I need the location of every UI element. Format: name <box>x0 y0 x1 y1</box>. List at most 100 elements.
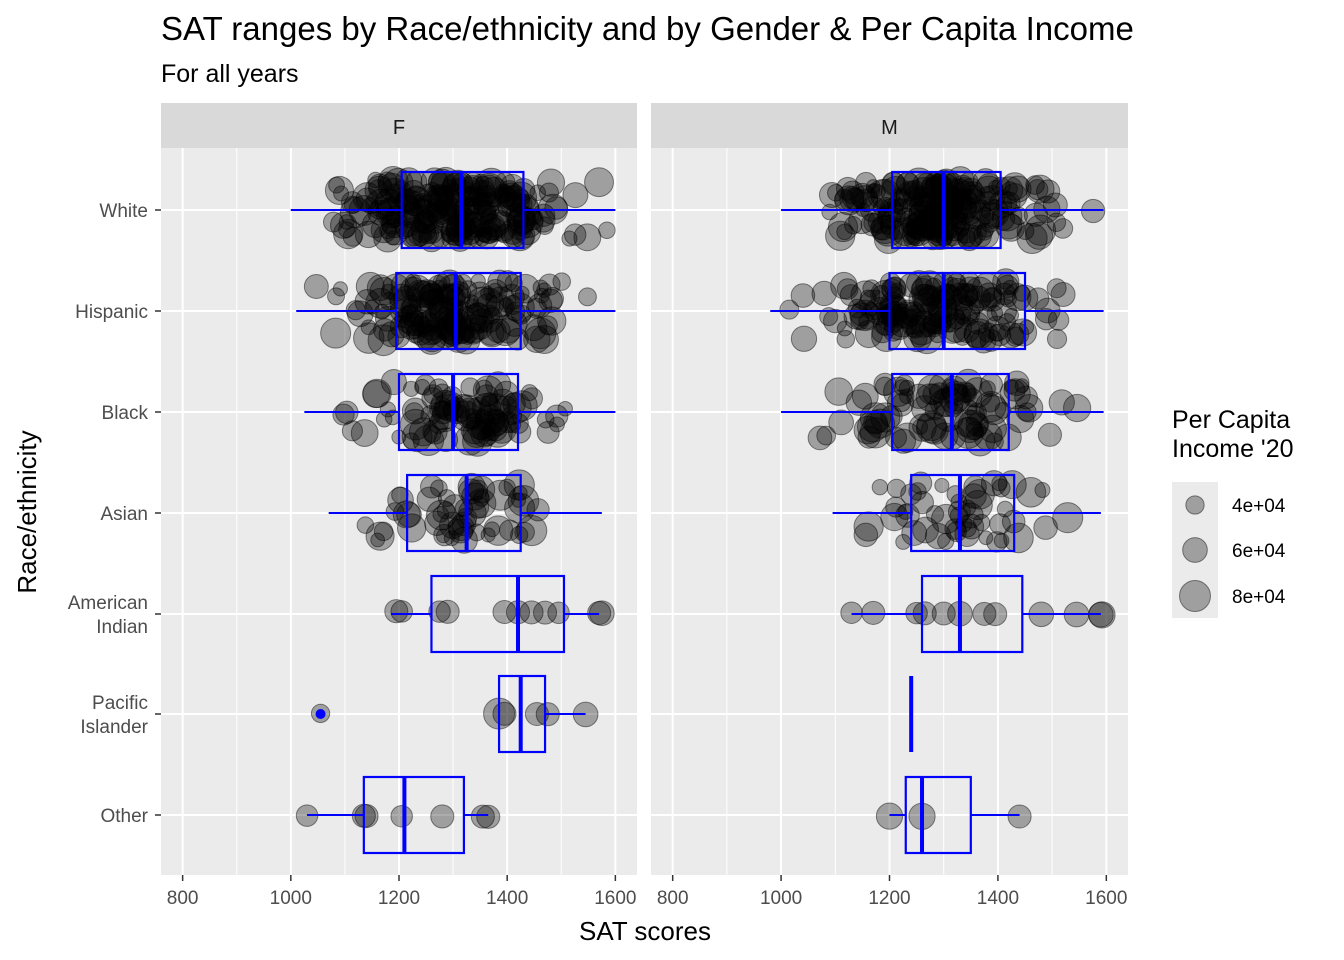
data-point <box>364 299 380 315</box>
data-point <box>477 426 497 447</box>
data-point <box>510 525 529 545</box>
y-tick-label: Black <box>102 403 149 424</box>
data-point <box>487 211 518 242</box>
data-point <box>900 308 927 335</box>
data-point <box>346 300 374 328</box>
data-point <box>860 212 885 237</box>
data-point <box>452 318 476 342</box>
data-point <box>424 303 450 329</box>
data-point <box>870 215 896 241</box>
data-point <box>963 320 991 349</box>
data-point <box>880 502 909 532</box>
data-point <box>997 313 1017 332</box>
data-point <box>418 324 447 353</box>
data-point <box>433 321 452 340</box>
data-point <box>472 199 497 223</box>
data-point <box>995 176 1024 205</box>
box-iqr <box>888 271 1027 351</box>
data-point <box>873 225 903 254</box>
data-point <box>993 532 1010 549</box>
data-point <box>1009 318 1038 347</box>
data-point <box>906 270 932 296</box>
data-point <box>404 273 422 291</box>
data-point <box>478 213 506 241</box>
data-point <box>460 408 482 430</box>
data-point <box>851 382 879 410</box>
data-point <box>420 167 449 196</box>
legend-key <box>1182 537 1208 563</box>
data-point <box>421 222 443 244</box>
data-point <box>412 424 445 457</box>
data-point <box>404 310 430 337</box>
data-point <box>983 602 1008 627</box>
data-point <box>417 319 444 346</box>
data-point <box>496 186 518 208</box>
data-point <box>536 168 566 197</box>
data-point <box>1018 319 1035 335</box>
data-point <box>890 187 910 207</box>
data-point <box>474 304 503 333</box>
data-point <box>865 408 896 439</box>
data-point <box>529 184 547 201</box>
data-point <box>514 285 530 301</box>
data-point <box>422 419 448 445</box>
facet-panel-f: F 800 1000 1200 1400 1600 <box>161 103 637 909</box>
data-point <box>918 318 938 338</box>
data-point <box>424 189 441 206</box>
data-point <box>540 286 564 311</box>
data-point <box>538 288 563 313</box>
data-point <box>475 186 496 207</box>
data-point <box>433 191 458 217</box>
boxes-layer <box>290 170 616 855</box>
data-point <box>362 378 392 409</box>
data-point <box>476 227 493 243</box>
data-point <box>976 223 994 241</box>
data-point <box>957 409 989 441</box>
data-point <box>951 174 975 198</box>
data-point <box>400 276 426 302</box>
data-point <box>880 302 904 326</box>
legend-title-line: Income '20 <box>1172 435 1294 463</box>
data-point <box>498 297 514 313</box>
data-point <box>908 482 927 501</box>
data-point <box>918 285 939 306</box>
data-point <box>494 186 513 205</box>
data-point <box>924 522 952 550</box>
data-point <box>320 317 352 349</box>
data-point <box>945 293 973 321</box>
data-point <box>953 177 975 199</box>
data-point <box>979 380 996 398</box>
legend-key <box>1179 580 1211 612</box>
data-point <box>338 221 356 239</box>
data-point <box>509 196 541 228</box>
data-point <box>584 167 614 198</box>
data-point <box>424 181 441 198</box>
data-point <box>859 417 892 449</box>
data-point <box>877 302 908 333</box>
data-point <box>898 379 916 397</box>
data-point <box>401 421 433 453</box>
data-point <box>893 379 911 396</box>
data-point <box>456 175 489 207</box>
data-point <box>482 417 513 448</box>
data-point <box>377 197 406 226</box>
data-point <box>952 180 979 207</box>
data-point <box>469 179 497 208</box>
data-point <box>973 175 1004 206</box>
data-point <box>472 191 499 218</box>
data-point <box>853 522 879 548</box>
data-point <box>963 202 992 230</box>
data-point <box>827 184 845 202</box>
data-point <box>430 185 455 210</box>
data-point <box>545 404 569 428</box>
data-point <box>972 601 997 626</box>
data-point <box>872 214 905 247</box>
data-point <box>418 225 445 253</box>
data-point <box>931 601 956 626</box>
data-point <box>380 368 407 396</box>
data-point <box>471 175 495 199</box>
box-iqr <box>910 473 1016 553</box>
data-point <box>524 317 557 350</box>
data-point <box>994 402 1012 419</box>
x-tick-label: 1400 <box>486 888 528 909</box>
